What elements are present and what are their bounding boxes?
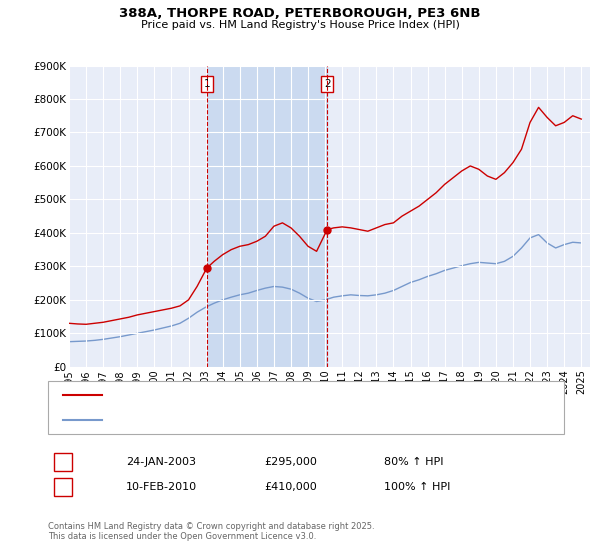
Text: £410,000: £410,000 (264, 482, 317, 492)
Text: 388A, THORPE ROAD, PETERBOROUGH, PE3 6NB: 388A, THORPE ROAD, PETERBOROUGH, PE3 6NB (119, 7, 481, 20)
Text: Contains HM Land Registry data © Crown copyright and database right 2025.
This d: Contains HM Land Registry data © Crown c… (48, 522, 374, 542)
Text: 80% ↑ HPI: 80% ↑ HPI (384, 457, 443, 467)
Text: 2: 2 (59, 482, 67, 492)
Text: 24-JAN-2003: 24-JAN-2003 (126, 457, 196, 467)
Text: 1: 1 (203, 79, 210, 89)
Bar (207, 66, 327, 367)
Text: 10-FEB-2010: 10-FEB-2010 (126, 482, 197, 492)
Text: 1: 1 (59, 457, 67, 467)
Text: 100% ↑ HPI: 100% ↑ HPI (384, 482, 451, 492)
Text: HPI: Average price, detached house, City of Peterborough: HPI: Average price, detached house, City… (109, 414, 391, 424)
Text: Price paid vs. HM Land Registry's House Price Index (HPI): Price paid vs. HM Land Registry's House … (140, 20, 460, 30)
Text: 388A, THORPE ROAD, PETERBOROUGH, PE3 6NB (detached house): 388A, THORPE ROAD, PETERBOROUGH, PE3 6NB… (109, 390, 437, 400)
Text: 2: 2 (324, 79, 331, 89)
Text: £295,000: £295,000 (264, 457, 317, 467)
